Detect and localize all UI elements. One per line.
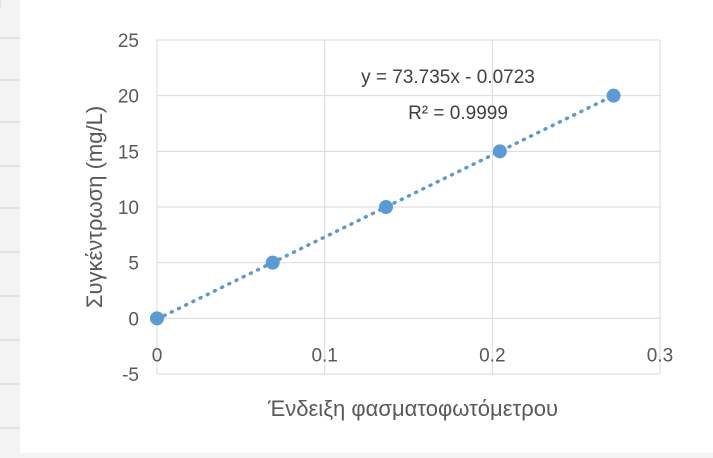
y-axis-title: Συγκέντρωση (mg/L) (82, 106, 107, 308)
gridlines (156, 39, 661, 375)
data-point[interactable] (150, 311, 164, 326)
x-tick-label: 0 (152, 345, 163, 366)
y-tick-label: 10 (118, 198, 139, 219)
chart-area[interactable]: -5 0 5 10 15 20 25 0 0.1 0.2 0.3 y = 73.735x - 0.0… (20, 0, 713, 453)
x-axis-title: Ένδειξη φασματοφωτόμετρου (267, 396, 558, 421)
data-point[interactable] (379, 200, 394, 214)
y-tick-label: 15 (118, 142, 139, 163)
y-tick-label: 25 (118, 31, 139, 52)
tick-labels: -5 0 5 10 15 20 25 0 0.1 0.2 0.3 (118, 31, 673, 386)
y-tick-label: 5 (128, 254, 139, 275)
trendline-layer (155, 93, 616, 321)
scatter-chart: -5 0 5 10 15 20 25 0 0.1 0.2 0.3 y = 73.735x - 0.0… (82, 31, 673, 421)
data-point[interactable] (492, 144, 507, 159)
y-tick-label: 0 (128, 309, 139, 330)
y-tick-label: -5 (122, 365, 139, 386)
x-tick-label: 0.3 (647, 345, 673, 366)
x-tick-label: 0.2 (479, 345, 505, 366)
trendline-equation: y = 73.735x - 0.0723 (361, 67, 535, 88)
trendline (155, 93, 616, 321)
r-squared-label: R² = 0.9999 (408, 103, 508, 124)
data-points (150, 88, 621, 326)
x-tick-label: 0.1 (311, 345, 337, 366)
data-point[interactable] (606, 88, 621, 103)
y-tick-label: 20 (118, 87, 139, 108)
data-point[interactable] (265, 255, 280, 270)
